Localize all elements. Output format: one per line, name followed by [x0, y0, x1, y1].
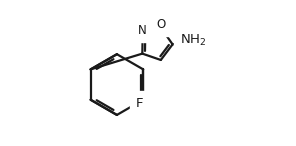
Text: F: F	[136, 97, 143, 110]
Text: O: O	[157, 18, 166, 31]
Text: N: N	[138, 24, 147, 36]
Text: NH$_2$: NH$_2$	[180, 32, 206, 48]
